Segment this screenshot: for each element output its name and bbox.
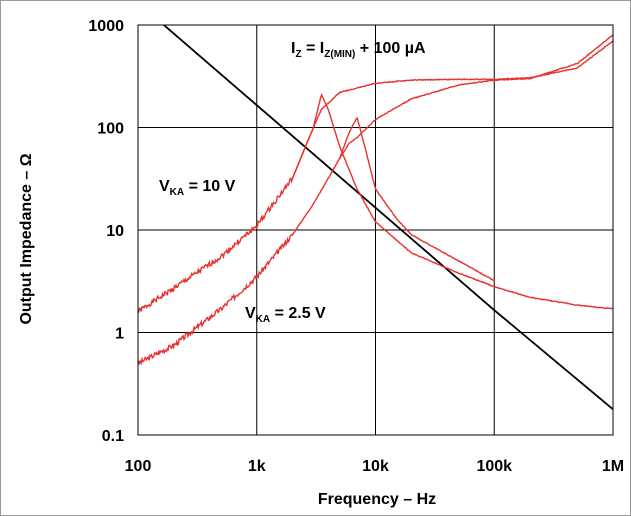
series-group [138,25,613,410]
impedance-curve [138,92,613,314]
y-tick-label: 10 [106,223,124,240]
x-tick-label: 10k [362,458,389,475]
annotations: IZ = IZ(MIN) + 100 µA VKA = 10 V VKA = 2.5… [159,40,426,325]
y-tick-label: 0.1 [102,428,124,445]
x-tick-labels: 100 1k 10k 100k 1M [125,458,624,475]
y-tick-label: 1000 [88,18,124,35]
x-tick-label: 1k [248,458,266,475]
reference-line [162,25,613,410]
impedance-curve [291,40,613,179]
grid [137,24,614,436]
impedance-curve [339,34,613,159]
x-tick-label: 100 [125,458,152,475]
annotation-vka25: VKA = 2.5 V [245,305,326,325]
annotation-iz: IZ = IZ(MIN) + 100 µA [291,40,426,60]
x-tick-label: 100k [476,458,512,475]
annotation-vka10: VKA = 10 V [159,178,236,198]
y-tick-label: 1 [115,326,124,343]
x-axis-title: Frequency – Hz [318,491,436,508]
y-axis-title: Output Impedance – Ω [18,153,35,324]
plot-frame [137,24,614,436]
x-tick-label: 1M [602,458,624,475]
y-tick-labels: 0.1 1 10 100 1000 [88,18,124,445]
impedance-curve [138,116,495,366]
y-tick-label: 100 [97,121,124,138]
